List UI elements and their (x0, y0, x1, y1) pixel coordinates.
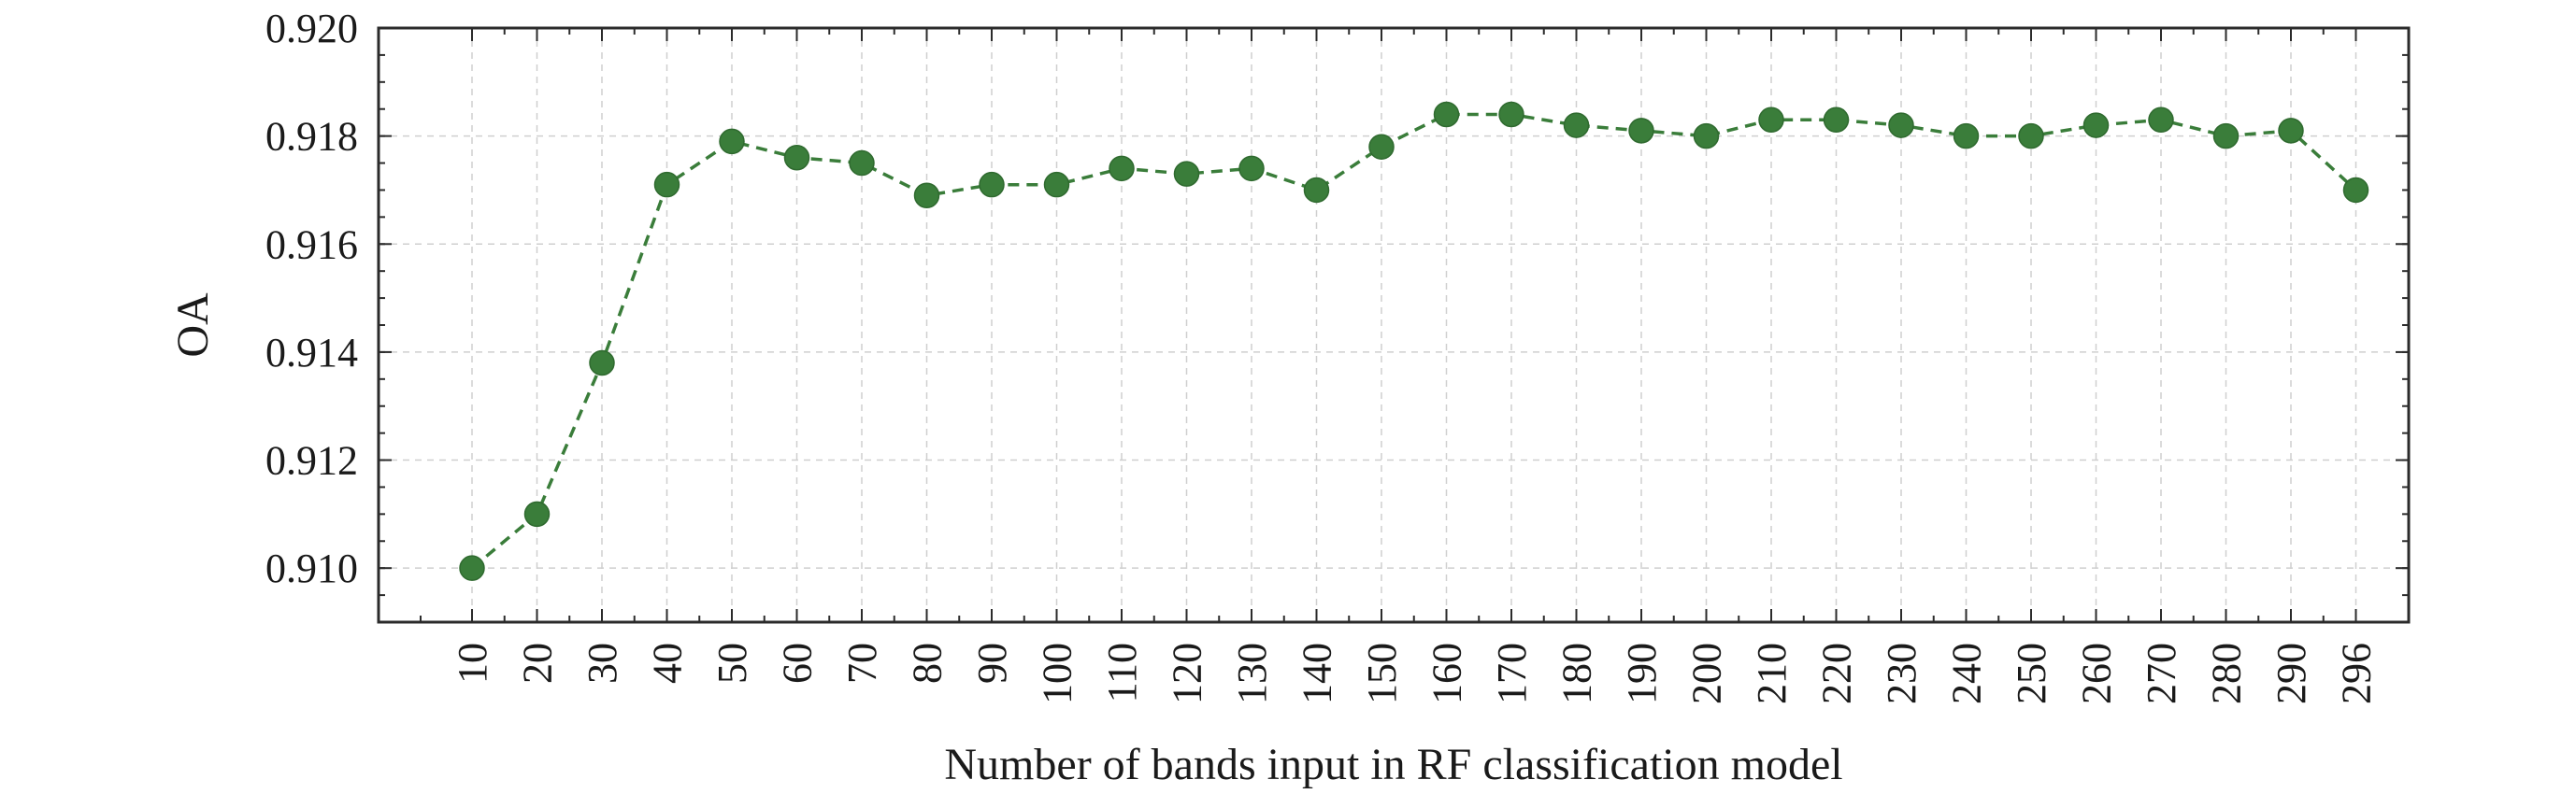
x-tick-label: 260 (2074, 643, 2120, 704)
x-tick-label: 200 (1684, 643, 1730, 704)
data-point (2148, 106, 2174, 134)
y-tick-label: 0.918 (265, 114, 358, 160)
x-tick-label: 100 (1035, 643, 1080, 704)
data-point (1368, 134, 1395, 160)
x-tick-label: 150 (1359, 643, 1405, 704)
data-point (1498, 101, 1524, 128)
y-tick-label: 0.914 (265, 330, 358, 376)
x-tick-label: 120 (1165, 643, 1210, 704)
data-point (2278, 118, 2304, 144)
data-point (2082, 112, 2110, 138)
x-tick-label: 210 (1749, 643, 1795, 704)
x-tick-label: 180 (1554, 643, 1600, 704)
data-point (1823, 106, 1850, 134)
data-point (1109, 155, 1135, 182)
data-point (1173, 161, 1200, 187)
data-point (913, 182, 940, 208)
data-point (1758, 106, 1784, 134)
x-tick-label: 80 (905, 643, 951, 684)
x-tick-label: 70 (839, 643, 885, 684)
data-point (1888, 112, 1914, 138)
x-tick-label: 140 (1295, 643, 1340, 704)
data-point (1953, 122, 1980, 149)
x-tick-label: 60 (775, 643, 821, 684)
x-tick-label: 160 (1424, 643, 1470, 704)
x-axis-title: Number of bands input in RF classificati… (944, 740, 1842, 789)
x-tick-label: 130 (1229, 643, 1275, 704)
data-point (523, 501, 551, 528)
x-tick-label: 40 (645, 643, 691, 684)
x-tick-label: 190 (1619, 643, 1665, 704)
x-tick-label: 270 (2139, 643, 2184, 704)
data-point (653, 171, 680, 198)
tick-layer: 0.910 0.912 0.914 0.916 0.918 0.920 10 20 30 40 50… (265, 6, 2409, 704)
data-point (849, 149, 875, 177)
y-tick-label: 0.910 (265, 546, 358, 591)
data-point (2018, 122, 2044, 149)
x-tick-label: 240 (1944, 643, 1990, 704)
data-point (589, 349, 615, 376)
x-tick-label: 280 (2204, 643, 2250, 704)
x-tick-label: 20 (515, 643, 561, 684)
x-tick-label: 170 (1489, 643, 1535, 704)
y-axis-title-group: OA (168, 292, 218, 358)
x-tick-label: 250 (2009, 643, 2054, 704)
data-point (1433, 101, 1460, 128)
x-tick-label: 90 (969, 643, 1015, 684)
x-tick-label: 30 (580, 643, 625, 684)
x-tick-label: 110 (1099, 643, 1145, 702)
plot-frame (377, 26, 2411, 624)
data-point (719, 128, 745, 155)
series-layer (459, 101, 2369, 581)
data-point (2342, 177, 2369, 204)
y-axis-title: OA (168, 292, 218, 358)
x-tick-label: 290 (2268, 643, 2314, 704)
y-tick-label: 0.912 (265, 438, 358, 484)
x-tick-label: 10 (450, 643, 495, 684)
y-tick-label: 0.916 (265, 221, 358, 267)
x-tick-label: 230 (1879, 643, 1925, 704)
data-point (1693, 122, 1720, 149)
series-line (470, 112, 2357, 570)
data-point (2212, 122, 2240, 149)
x-tick-label: 220 (1814, 643, 1860, 704)
x-tick-label: 296 (2334, 643, 2380, 704)
data-point (979, 171, 1005, 198)
data-point (783, 145, 810, 171)
data-point (1628, 118, 1654, 144)
y-tick-label: 0.920 (265, 6, 358, 51)
data-point (1303, 177, 1330, 204)
x-tick-label: 50 (709, 643, 755, 684)
data-point (1238, 155, 1265, 182)
data-point (1043, 171, 1070, 198)
data-point (459, 555, 485, 581)
data-point (1563, 112, 1590, 138)
